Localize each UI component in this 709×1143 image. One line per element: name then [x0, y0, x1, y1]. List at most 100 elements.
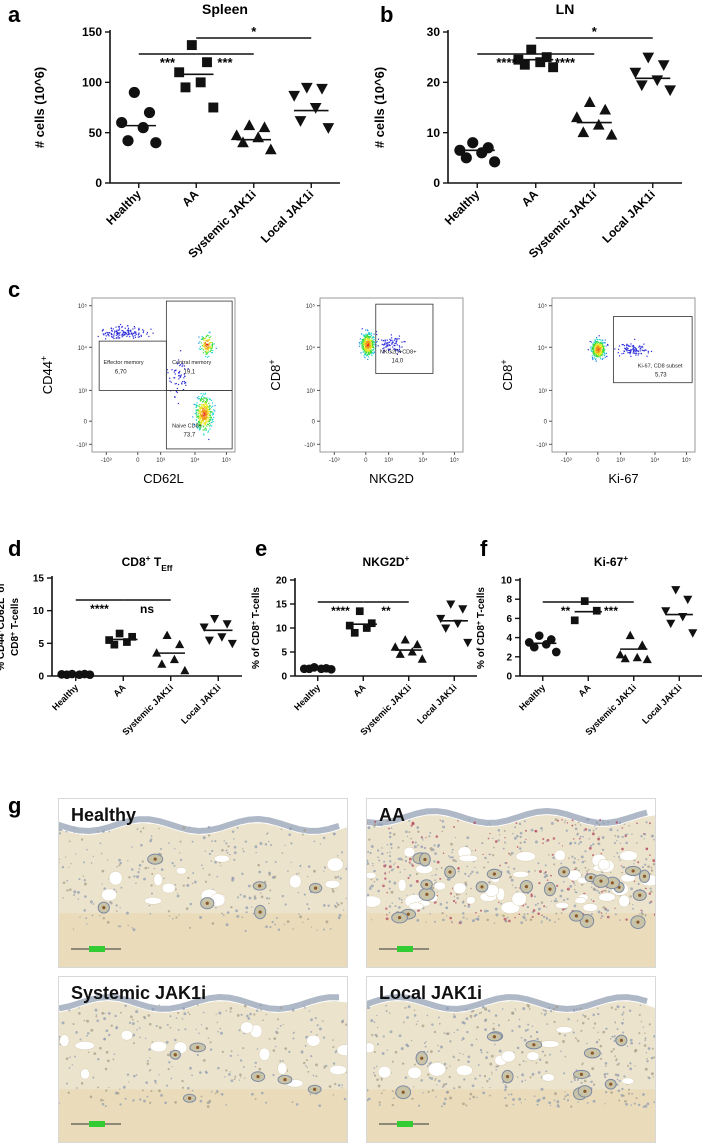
fat-vacuole: [541, 1073, 555, 1082]
event-dot: [604, 342, 606, 344]
cell: [449, 1065, 451, 1067]
event-dot: [603, 352, 605, 354]
event-dot: [199, 419, 201, 421]
cell: [67, 1091, 70, 1094]
data-point: [199, 623, 209, 632]
data-point: [632, 652, 642, 662]
cell: [653, 1035, 655, 1038]
cell: [487, 837, 490, 840]
cell: [268, 1038, 271, 1040]
event-dot: [193, 424, 196, 426]
event-dot: [116, 333, 119, 336]
cell: [442, 852, 445, 854]
cell: [467, 1055, 471, 1059]
cell: [376, 1026, 379, 1029]
cell: [613, 841, 616, 845]
cell: [230, 905, 233, 909]
cell: [277, 1027, 279, 1030]
event-dot: [203, 396, 205, 398]
cell: [86, 923, 88, 925]
hair-shaft: [196, 1045, 200, 1050]
event-dot: [204, 393, 206, 396]
cell: [584, 828, 588, 831]
hair-shaft: [401, 1090, 405, 1094]
cell: [623, 1075, 626, 1078]
event-dot: [362, 338, 364, 340]
event-dot: [148, 335, 150, 338]
hair-shaft: [638, 893, 642, 897]
event-dot: [362, 348, 365, 351]
cell: [391, 902, 394, 904]
cell: [304, 1007, 306, 1009]
cell: [626, 833, 629, 835]
event-dot: [200, 423, 202, 425]
cell: [456, 1028, 459, 1031]
event-dot: [386, 342, 388, 344]
cell: [623, 866, 626, 869]
cell: [86, 1034, 88, 1037]
cell: [435, 1096, 437, 1098]
event-dot: [598, 355, 600, 357]
cell: [590, 886, 593, 888]
cell: [515, 822, 518, 824]
event-dot: [205, 411, 207, 413]
cell: [290, 842, 293, 845]
cell: [486, 918, 489, 922]
cell: [310, 1031, 313, 1033]
cell: [145, 1081, 148, 1084]
cell: [519, 841, 522, 844]
cell: [593, 1022, 597, 1025]
event-dot: [126, 333, 128, 335]
event-dot: [203, 429, 205, 431]
x-tick-label: 10⁵: [222, 457, 232, 464]
gate: [613, 316, 693, 384]
event-dot: [195, 405, 198, 407]
cell: [431, 1089, 435, 1092]
cell: [647, 1047, 651, 1050]
cell: [160, 1094, 163, 1097]
event-dot: [200, 422, 202, 424]
cell: [84, 895, 87, 898]
y-axis-label: CD44+: [39, 356, 55, 395]
event-dot: [390, 334, 392, 336]
cell: [572, 881, 576, 884]
event-dot: [362, 347, 364, 349]
event-dot: [599, 352, 601, 355]
hair-shaft: [492, 872, 496, 876]
fat-vacuole: [277, 1062, 288, 1075]
event-dot: [626, 344, 629, 346]
cell: [558, 842, 560, 844]
significance-label: **: [561, 604, 571, 618]
cell: [600, 912, 603, 914]
cell: [514, 916, 516, 919]
cell: [421, 837, 424, 840]
cell: [95, 1014, 98, 1016]
event-dot: [603, 342, 605, 344]
cell: [467, 1060, 470, 1064]
y-tick-label: 4: [506, 633, 512, 644]
cell: [174, 848, 176, 850]
cell: [511, 884, 514, 886]
cell: [69, 1056, 71, 1059]
cell: [174, 1101, 177, 1104]
event-dot: [206, 346, 208, 348]
event-dot: [204, 414, 206, 416]
cell: [554, 818, 558, 822]
event-dot: [627, 349, 629, 352]
cell: [646, 1060, 649, 1063]
cell: [187, 876, 190, 880]
cell: [592, 1013, 596, 1017]
cell: [415, 1023, 418, 1026]
cell: [441, 912, 444, 915]
cell: [201, 864, 203, 867]
event-dot: [196, 409, 199, 411]
gate-name: Effector memory: [103, 360, 143, 366]
event-dot: [365, 346, 367, 348]
cell: [99, 1046, 102, 1050]
event-dot: [595, 348, 597, 350]
event-dot: [206, 397, 208, 399]
event-dot: [205, 401, 208, 403]
data-point: [642, 52, 655, 64]
